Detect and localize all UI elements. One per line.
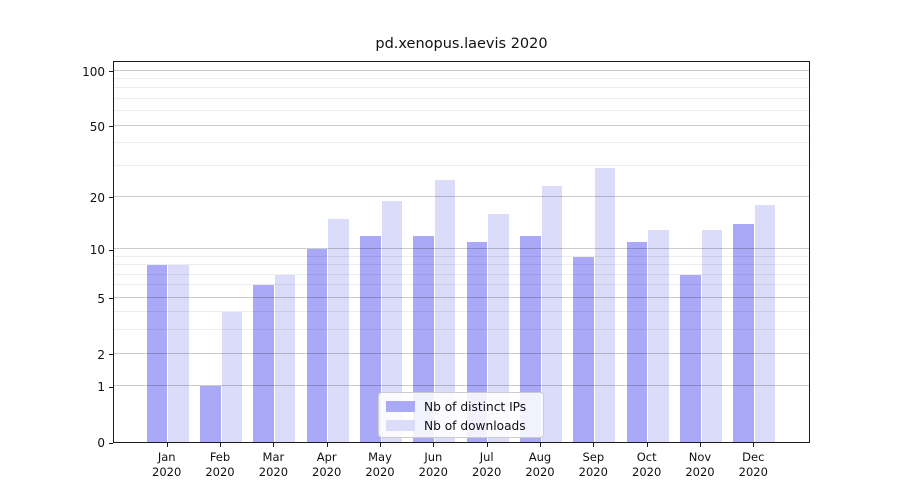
bar-jan-distinct-ips	[146, 265, 168, 442]
y-tick-label-2: 2	[97, 347, 105, 362]
x-tick-feb	[220, 443, 221, 447]
x-tick-mar	[273, 443, 275, 447]
plot-area	[113, 61, 810, 443]
legend-swatch-distinct-ips	[386, 401, 415, 412]
gridline-50	[114, 124, 809, 126]
gridline-4	[114, 311, 809, 313]
bar-sep-distinct-ips	[573, 256, 594, 442]
x-tick-may	[380, 443, 381, 447]
legend: Nb of distinct IPs Nb of downloads	[378, 392, 544, 438]
y-tick-label-100: 100	[82, 64, 105, 79]
gridline-7	[114, 273, 809, 275]
gridline-6	[114, 284, 809, 286]
x-tick-jun	[433, 443, 435, 447]
gridline-9	[114, 255, 809, 257]
x-tick-label-aug: Aug 2020	[525, 450, 555, 479]
bar-jun-downloads	[434, 179, 456, 442]
x-tick-oct	[646, 443, 648, 447]
x-tick-apr	[326, 443, 328, 447]
y-tick-20	[109, 197, 113, 199]
bar-feb-downloads	[221, 312, 243, 442]
gridline-40	[114, 142, 809, 143]
y-tick-label-10: 10	[89, 243, 105, 257]
y-tick-50	[109, 126, 113, 127]
y-tick-100	[109, 71, 113, 72]
bar-dec-downloads	[754, 205, 776, 442]
gridline-90	[114, 77, 809, 79]
y-tick-10	[109, 249, 113, 251]
y-tick-5	[109, 298, 113, 300]
y-tick-label-20: 20	[89, 190, 105, 205]
y-tick-label-5: 5	[97, 291, 105, 306]
bar-jun-distinct-ips	[413, 235, 434, 442]
x-tick-label-nov: Nov 2020	[685, 450, 715, 479]
x-tick-label-jun: Jun 2020	[418, 450, 448, 479]
bar-mar-distinct-ips	[253, 285, 274, 442]
gridline-8	[114, 264, 809, 266]
x-tick-jan	[166, 443, 168, 447]
y-tick-2	[109, 354, 113, 356]
x-tick-nov	[700, 443, 701, 447]
bar-jan-downloads	[168, 265, 189, 442]
bar-apr-distinct-ips	[306, 249, 328, 442]
x-tick-label-dec: Dec 2020	[738, 450, 768, 479]
gridline-3	[114, 329, 809, 331]
x-tick-jul	[486, 443, 488, 447]
x-tick-dec	[753, 443, 755, 447]
gridline-100	[114, 69, 809, 71]
bar-aug-distinct-ips	[520, 235, 541, 442]
x-tick-label-jan: Jan 2020	[152, 450, 182, 479]
gridline-80	[114, 87, 809, 89]
gridline-1	[114, 385, 809, 387]
gridline-2	[114, 352, 809, 354]
legend-item-downloads: Nb of downloads	[386, 417, 535, 434]
bar-oct-distinct-ips	[626, 241, 648, 442]
bar-mar-downloads	[274, 274, 296, 442]
bar-oct-downloads	[648, 229, 669, 442]
bar-nov-downloads	[701, 229, 722, 442]
legend-label-downloads: Nb of downloads	[424, 418, 526, 433]
gridline-20	[114, 195, 809, 197]
bar-jul-distinct-ips	[466, 241, 488, 442]
gridline-60	[114, 110, 809, 111]
gridline-5	[114, 296, 809, 298]
legend-item-distinct-ips: Nb of distinct IPs	[386, 398, 535, 415]
y-tick-0	[109, 442, 113, 444]
x-tick-label-oct: Oct 2020	[632, 450, 662, 479]
y-tick-label-50: 50	[89, 119, 105, 134]
x-tick-label-sep: Sep 2020	[578, 450, 608, 479]
gridline-10	[114, 248, 809, 249]
x-tick-label-may: May 2020	[365, 450, 395, 479]
x-tick-label-mar: Mar 2020	[258, 450, 289, 479]
bar-dec-distinct-ips	[733, 224, 754, 442]
bar-feb-distinct-ips	[200, 386, 221, 442]
legend-swatch-downloads	[386, 420, 415, 431]
bar-sep-downloads	[594, 168, 616, 442]
x-tick-label-apr: Apr 2020	[312, 450, 342, 479]
gridline-70	[114, 97, 809, 99]
bar-may-downloads	[381, 200, 403, 442]
bar-apr-downloads	[328, 218, 349, 442]
legend-label-distinct-ips: Nb of distinct IPs	[424, 399, 527, 414]
bar-may-distinct-ips	[360, 235, 381, 442]
chart-title: pd.xenopus.laevis 2020	[375, 36, 548, 52]
x-tick-sep	[593, 443, 595, 447]
gridline-30	[114, 164, 809, 166]
bar-jul-downloads	[488, 213, 509, 442]
x-tick-aug	[540, 443, 541, 447]
x-tick-label-jul: Jul 2020	[472, 450, 502, 479]
bar-nov-distinct-ips	[680, 274, 701, 442]
y-tick-label-0: 0	[97, 436, 105, 450]
y-tick-1	[109, 386, 113, 388]
y-tick-label-1: 1	[97, 380, 105, 395]
bar-aug-downloads	[541, 186, 562, 442]
x-tick-label-feb: Feb 2020	[205, 450, 235, 479]
